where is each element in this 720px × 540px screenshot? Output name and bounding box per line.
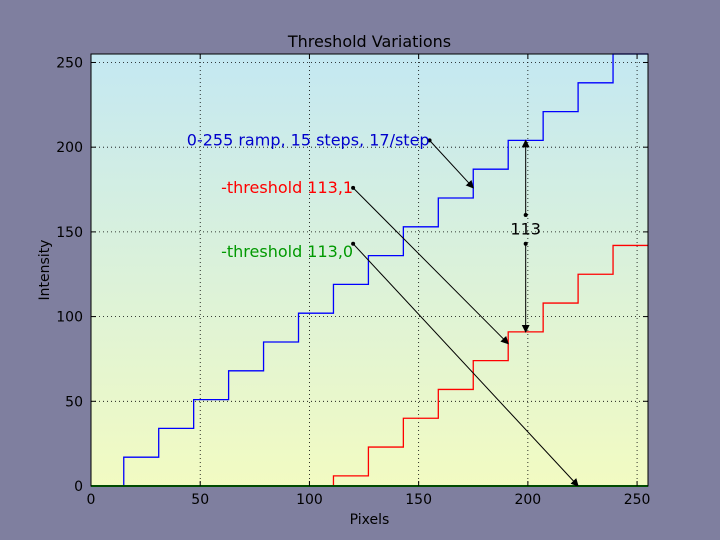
y-tick-label: 50 [65,394,83,410]
plot-area [91,54,648,486]
x-tick-label: 0 [87,492,96,508]
x-axis-label: Pixels [350,512,390,528]
chart-title: Threshold Variations [287,32,451,51]
annotation-dot [351,241,356,246]
x-tick-label: 150 [405,492,432,508]
plot-frame [90,53,649,487]
annotation-label: -threshold 113,1 [221,178,353,197]
y-axis-label: Intensity [37,240,53,301]
y-tick-label: 0 [74,479,83,495]
annotations: 0-255 ramp, 15 steps, 17/step -threshold … [187,130,579,487]
annotation-dot [523,212,528,217]
annotation-arrow [352,187,509,345]
y-tick-label: 250 [56,55,83,71]
y-tick-label: 100 [56,310,83,326]
x-tick-label: 250 [624,492,651,508]
series-line-2 [91,244,648,487]
annotation-dot [427,138,432,143]
y-tick-label: 200 [56,140,83,156]
annotation-label: 0-255 ramp, 15 steps, 17/step [187,130,430,149]
annotation-label: 113 [510,220,541,239]
x-tick-label: 50 [191,492,209,508]
x-tick-label: 200 [514,492,541,508]
x-tick-label: 100 [296,492,323,508]
y-tick-label: 150 [56,225,83,241]
annotation-label: -threshold 113,0 [221,242,353,261]
annotation-dot [351,185,356,190]
annotation-arrow [352,243,579,487]
series-line-1 [91,53,648,487]
annotation-dot [523,241,528,246]
axis-ticks: 0 50 100 150 200 250 0 50 100 150 200 250 [56,54,650,508]
annotation-arrow [429,140,474,189]
